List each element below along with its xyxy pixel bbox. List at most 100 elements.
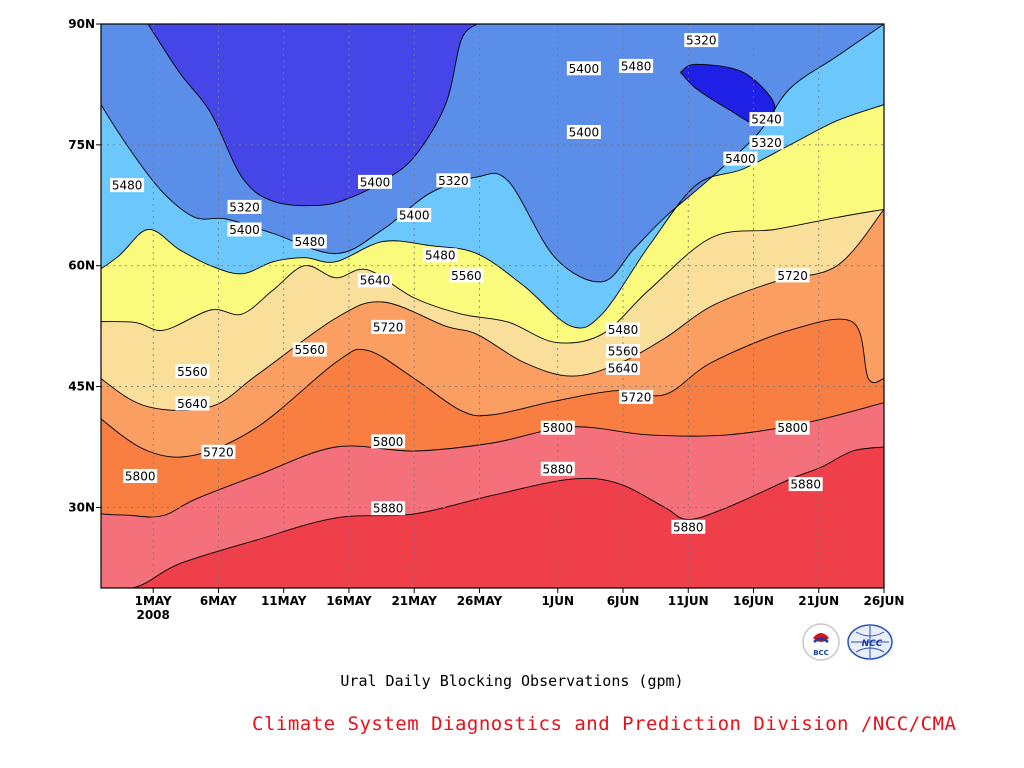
x-tick-label: 26MAY — [457, 594, 503, 608]
contour-label: 5480 — [292, 234, 327, 249]
x-tick-label: 26JUN — [864, 594, 905, 608]
x-tick-label: 21MAY — [391, 594, 437, 608]
contour-label-box — [540, 461, 575, 476]
contour-label: 5800 — [371, 434, 406, 449]
contour-label: 5880 — [671, 519, 706, 534]
contour-label-box — [123, 469, 158, 483]
x-tick-label: 11MAY — [261, 594, 307, 608]
contour-label-text: 5800 — [125, 470, 156, 484]
x-tick-label: 1MAY — [135, 594, 172, 608]
contour-label-box — [436, 173, 471, 188]
contour-label-text: 5480 — [295, 235, 326, 249]
contour-label-text: 5560 — [608, 345, 639, 359]
contour-label-box — [540, 420, 575, 435]
contour-label-box — [292, 342, 327, 357]
isoline-5480 — [101, 104, 884, 329]
contour-label: 5560 — [175, 364, 210, 379]
contour-label-text: 5800 — [373, 435, 404, 449]
contour-label: 5400 — [723, 151, 758, 166]
contour-label-box — [606, 322, 640, 337]
contour-label: 5560 — [449, 268, 484, 283]
y-tick-label: 45N — [68, 380, 95, 394]
contour-label-box — [175, 364, 210, 379]
contour-label-text: 5880 — [673, 520, 704, 534]
contour-label-box — [723, 151, 758, 166]
contour-label: 5640 — [606, 361, 640, 376]
contour-label-text: 5400 — [399, 209, 430, 223]
contour-label: 5400 — [397, 208, 432, 223]
isoline-5560 — [101, 208, 884, 344]
contour-label-box — [775, 420, 810, 435]
contour-label: 5560 — [292, 342, 327, 357]
contour-label-box — [619, 390, 654, 404]
contour-label: 5800 — [123, 469, 158, 484]
contour-label-box — [227, 199, 262, 214]
contour-label-text: 5720 — [621, 391, 652, 405]
contour-label-text: 5480 — [112, 179, 143, 193]
plot-area — [101, 24, 884, 588]
bcc-logo-icon: BCC — [802, 623, 840, 661]
contour-label: 5400 — [566, 125, 601, 140]
contour-lines — [101, 24, 884, 588]
contour-label-text: 5320 — [686, 34, 717, 48]
contour-label-text: 5880 — [373, 502, 404, 516]
contour-label-box — [175, 396, 210, 411]
contour-label-text: 5400 — [229, 223, 260, 237]
contour-label: 5400 — [358, 174, 392, 189]
contour-label-box — [775, 268, 810, 283]
y-tick-label: 60N — [68, 259, 95, 273]
plot-frame — [100, 23, 885, 589]
bcc-logo-text: BCC — [813, 649, 829, 657]
fill-band-5320 — [148, 24, 477, 206]
fill-band-5240 — [680, 64, 775, 125]
contour-label: 5720 — [371, 319, 406, 334]
contour-label-box — [227, 222, 262, 237]
isoline-5720 — [101, 318, 884, 458]
contour-label-box — [606, 344, 640, 359]
contour-label: 5480 — [423, 248, 458, 263]
contour-label-box — [619, 58, 654, 73]
isoline-5800 — [101, 402, 884, 518]
y-tick-label: 75N — [68, 138, 95, 152]
contour-label-box — [788, 477, 823, 492]
contour-label: 5720 — [775, 268, 810, 283]
contour-label: 5640 — [358, 273, 392, 288]
x-tick-label: 6JUN — [607, 594, 640, 608]
contour-label-text: 5800 — [543, 421, 574, 435]
contour-label-box — [684, 33, 719, 48]
footer-credit: Climate System Diagnostics and Predictio… — [252, 713, 957, 735]
contour-label-box — [449, 268, 484, 283]
contour-label: 5880 — [540, 461, 575, 476]
contour-label-box — [606, 361, 640, 375]
x-tick-label: 6MAY — [200, 594, 237, 608]
contour-label: 5480 — [606, 322, 640, 337]
contour-label-text: 5640 — [608, 362, 639, 376]
contour-label-text: 5720 — [373, 320, 404, 334]
contour-label: 5720 — [619, 390, 654, 405]
contour-label-box — [566, 61, 601, 76]
y-tick-label: 90N — [68, 17, 95, 31]
contour-labels: 5320 5400 5480 5240 5320 5400 5400 5480 5400 5320… — [110, 33, 823, 534]
contour-label: 5480 — [619, 58, 654, 73]
x-tick-label: 11JUN — [668, 594, 709, 608]
contour-label: 5320 — [436, 173, 471, 188]
contour-label: 5320 — [749, 135, 784, 150]
contour-label: 5240 — [749, 112, 784, 127]
contour-label-text: 5880 — [790, 478, 821, 492]
contour-label-box — [358, 273, 392, 288]
contour-label-box — [397, 208, 432, 222]
contour-label-text: 5480 — [621, 59, 652, 73]
chart-title: Ural Daily Blocking Observations (gpm) — [340, 672, 684, 690]
grid — [101, 24, 884, 588]
contour-label-box — [110, 178, 145, 193]
contour-label: 5880 — [788, 477, 823, 492]
contour-label: 5880 — [371, 501, 406, 516]
contour-label-box — [371, 319, 406, 334]
ncc-logo-icon: NCC — [847, 624, 893, 660]
contour-label: 5400 — [566, 61, 601, 76]
isoline-5320 — [147, 24, 478, 207]
contour-label-text: 5560 — [295, 343, 326, 357]
contour-label-text: 5400 — [569, 126, 600, 140]
contour-label-box — [749, 135, 784, 150]
